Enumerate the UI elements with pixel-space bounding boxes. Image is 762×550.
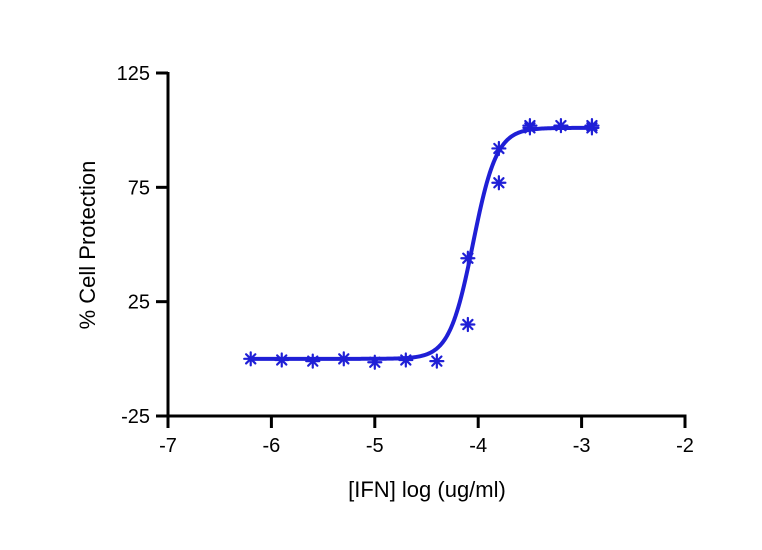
data-point: [336, 351, 352, 367]
data-point: [553, 117, 569, 134]
x-tick-label: -5: [366, 435, 384, 457]
x-axis-title: [IFN] log (ug/ml): [348, 477, 506, 502]
plot-area: [243, 117, 600, 370]
x-tick-label: -2: [676, 435, 694, 457]
data-point: [367, 354, 383, 370]
data-point: [305, 353, 321, 369]
y-axis: -25 25 75 125: [117, 63, 170, 428]
y-tick-label: 25: [128, 292, 150, 314]
data-point: [491, 140, 507, 157]
y-tick-label: -25: [121, 406, 150, 428]
x-axis: -7 -6 -5 -4 -3 -2: [159, 414, 694, 457]
y-axis-title: % Cell Protection: [75, 161, 100, 330]
data-point: [522, 120, 538, 136]
data-point: [460, 250, 476, 266]
data-point: [274, 352, 290, 368]
y-tick-label: 75: [128, 177, 150, 199]
x-tick-label: -4: [469, 435, 487, 457]
data-point: [398, 352, 414, 368]
x-tick-label: -7: [159, 435, 177, 457]
data-point: [429, 353, 445, 369]
data-point: [491, 175, 507, 191]
data-point: [584, 120, 600, 136]
fit-curve: [250, 125, 593, 361]
y-tick-label: 125: [117, 63, 150, 85]
data-point: [243, 351, 259, 367]
x-ticks: -7 -6 -5 -4 -3 -2: [159, 416, 694, 457]
x-tick-label: -3: [573, 435, 591, 457]
data-point: [460, 316, 476, 333]
y-ticks: -25 25 75 125: [117, 63, 168, 428]
x-tick-label: -6: [263, 435, 281, 457]
